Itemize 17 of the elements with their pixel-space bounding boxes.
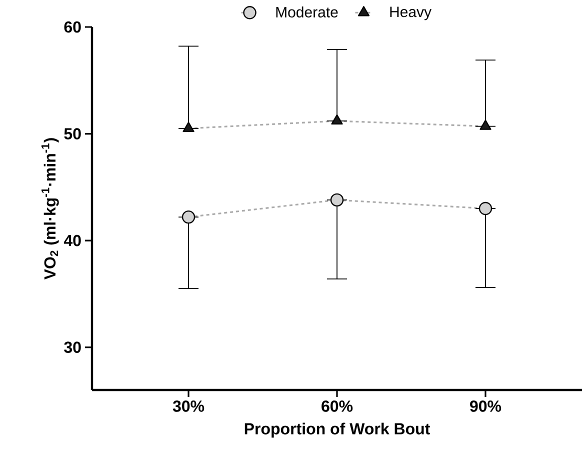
- point: [331, 114, 343, 125]
- point: [330, 193, 344, 207]
- point: [182, 122, 194, 132]
- point: [478, 202, 492, 216]
- x-tick-label: 30%: [172, 400, 204, 412]
- legend-label: Moderate: [276, 6, 338, 18]
- point: [480, 120, 492, 130]
- legend-label: Heavy: [390, 6, 432, 20]
- y-tick-label: 40: [64, 234, 81, 246]
- point: [182, 210, 196, 224]
- x-tick-label: 60%: [322, 400, 353, 412]
- y-tick-label: 30: [64, 342, 81, 353]
- y-tick-label: 60: [64, 21, 81, 33]
- y-tick-label: 50: [64, 128, 81, 140]
- x-tick-label: 90%: [470, 400, 502, 412]
- y-axis-title: VO$_{2}$ (ml·kg$^{-1}$·min$^{-1}$): [42, 138, 59, 280]
- x-axis-title: Proportion of Work Bout: [244, 422, 430, 438]
